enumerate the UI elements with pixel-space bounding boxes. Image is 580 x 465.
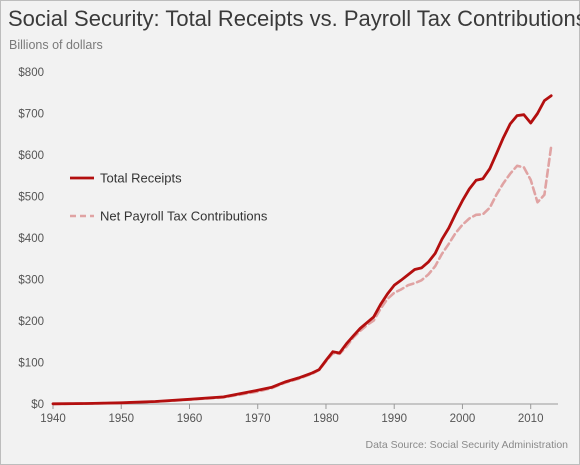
data-source-note: Data Source: Social Security Administrat… <box>365 439 568 451</box>
x-tick-label: 1990 <box>381 413 407 425</box>
y-tick-label: $400 <box>18 233 44 245</box>
y-tick-label: $700 <box>18 109 44 121</box>
legend-label-net-payroll-tax: Net Payroll Tax Contributions <box>100 209 268 224</box>
y-tick-label: $300 <box>18 275 44 287</box>
x-tick-label: 1970 <box>245 413 271 425</box>
y-tick-label: $800 <box>18 67 44 79</box>
x-tick-label: 2010 <box>518 413 544 425</box>
chart-subtitle: Billions of dollars <box>9 38 103 52</box>
chart-title: Social Security: Total Receipts vs. Payr… <box>8 6 580 31</box>
y-tick-label: $200 <box>18 316 44 328</box>
y-tick-label: $100 <box>18 358 44 370</box>
y-tick-label: $500 <box>18 192 44 204</box>
x-tick-label: 1960 <box>177 413 203 425</box>
series-line-total-receipts <box>51 94 553 406</box>
legend-label-total-receipts: Total Receipts <box>100 171 182 186</box>
x-tick-label: 1940 <box>40 413 66 425</box>
x-tick-label: 1980 <box>313 413 339 425</box>
y-tick-label: $0 <box>31 399 44 411</box>
x-tick-label: 2000 <box>450 413 476 425</box>
y-tick-label: $600 <box>18 150 44 162</box>
x-tick-label: 1950 <box>108 413 134 425</box>
